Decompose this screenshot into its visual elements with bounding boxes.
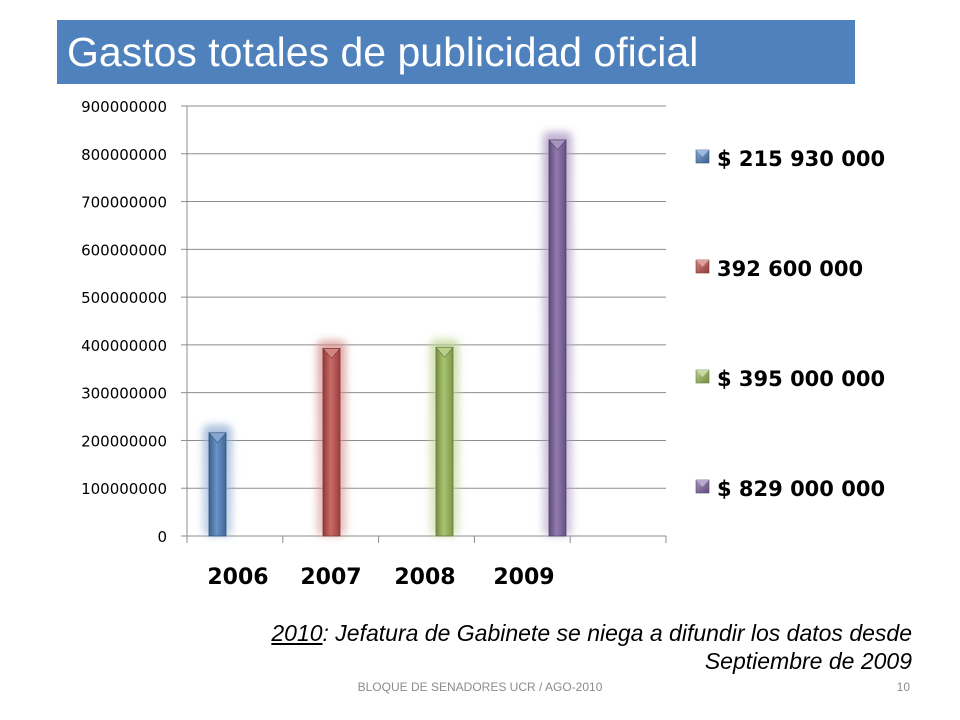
x-tick-label: 2008 xyxy=(394,565,455,590)
bar-glows xyxy=(203,131,572,536)
legend-swatch-bevel xyxy=(696,260,709,267)
bar-cap-2008 xyxy=(435,346,454,358)
bar-2009 xyxy=(548,139,567,537)
slide-title: Gastos totales de publicidad oficial xyxy=(67,29,699,75)
footnote: 2010: Jefatura de Gabinete se niega a di… xyxy=(150,619,912,675)
legend-swatch-bevel xyxy=(696,150,709,157)
y-tick-label: 800000000 xyxy=(81,146,167,164)
y-tick-label: 200000000 xyxy=(81,432,167,450)
bar-2006 xyxy=(208,432,227,537)
grid-lines xyxy=(187,105,666,489)
y-tick-label: 400000000 xyxy=(81,337,167,355)
y-axis-tick-labels: 0 100000000 200000000 300000000 400000000 500… xyxy=(81,98,167,546)
x-tick-label: 2007 xyxy=(300,565,361,590)
bars xyxy=(208,139,567,537)
bar-cap-2007 xyxy=(322,348,341,359)
y-tick-label: 0 xyxy=(157,528,167,546)
y-tick-label: 100000000 xyxy=(81,480,167,498)
y-tick-label: 600000000 xyxy=(81,241,167,259)
bar-2007 xyxy=(322,348,341,537)
legend: $ 215 930 000 392 600 000 $ 395 000 000 $ 8… xyxy=(695,147,885,501)
bar-cap-2006 xyxy=(208,432,227,444)
x-axis-tick-labels: 2006 2007 2008 2009 xyxy=(207,565,554,590)
x-tick-label: 2006 xyxy=(207,565,268,590)
footer-text: BLOQUE DE SENADORES UCR / AGO-2010 xyxy=(357,680,603,694)
y-tick-label: 700000000 xyxy=(81,194,167,212)
y-tick-label: 500000000 xyxy=(81,289,167,307)
y-tick-label: 300000000 xyxy=(81,385,167,403)
legend-label: $ 395 000 000 xyxy=(717,367,885,391)
bar-2008 xyxy=(435,346,454,537)
legend-label: $ 215 930 000 xyxy=(717,147,885,171)
legend-label: 392 600 000 xyxy=(717,257,863,281)
page-number: 10 xyxy=(896,680,910,694)
y-tick-label: 900000000 xyxy=(81,98,167,116)
x-tick-label: 2009 xyxy=(493,565,554,590)
axes xyxy=(181,105,667,543)
legend-swatch-bevel xyxy=(696,480,709,487)
title-banner: Gastos totales de publicidad oficial xyxy=(57,20,855,84)
bar-cap-2009 xyxy=(548,139,567,151)
footnote-year: 2010 xyxy=(271,620,323,646)
legend-label: $ 829 000 000 xyxy=(717,477,885,501)
footnote-text: : Jefatura de Gabinete se niega a difund… xyxy=(322,620,912,674)
legend-swatch-bevel xyxy=(696,370,709,377)
